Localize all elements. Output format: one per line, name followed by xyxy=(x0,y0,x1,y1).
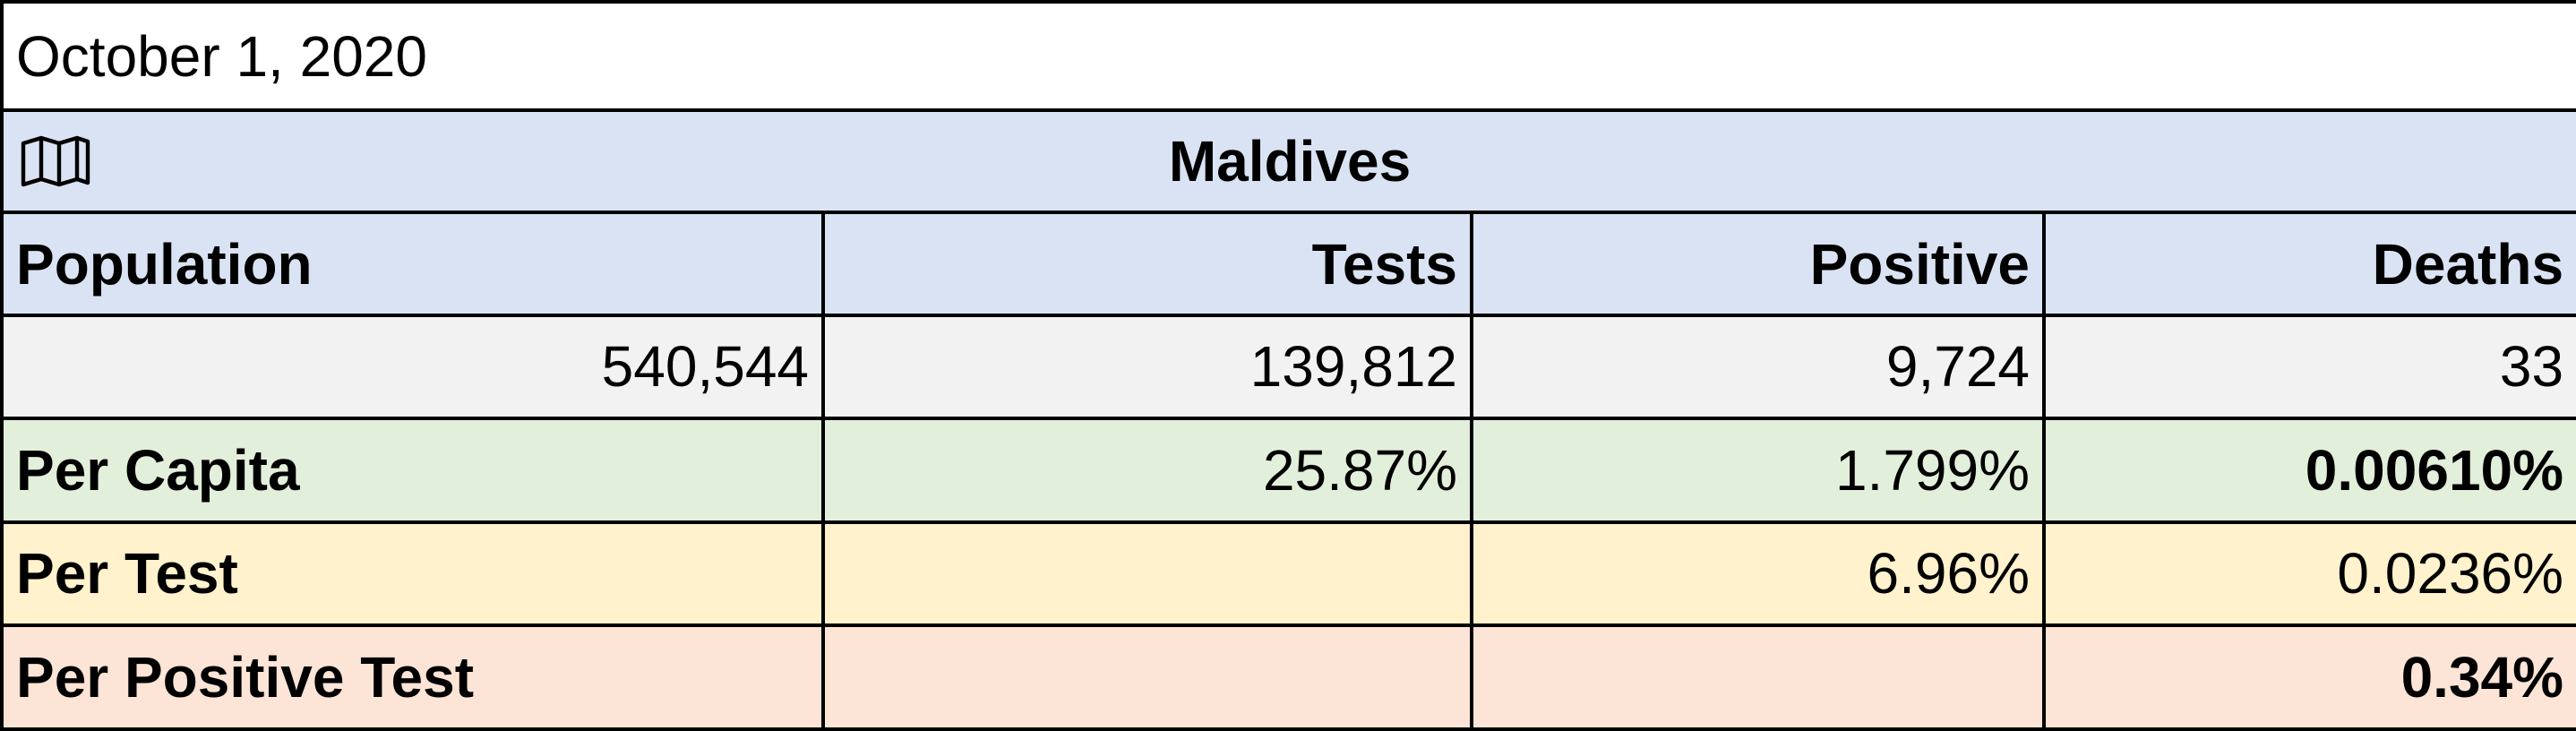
map-icon[interactable] xyxy=(20,134,91,188)
column-header: Tests xyxy=(821,211,1473,318)
rate-row: Per Capita 25.87% 1.799% 0.00610% xyxy=(0,416,2576,524)
column-header: Deaths xyxy=(2041,211,2576,318)
rate-row: Per Test 6.96% 0.0236% xyxy=(0,520,2576,627)
column-header-row: Population Tests Positive Deaths xyxy=(0,211,2576,318)
rate-label: Per Positive Test xyxy=(0,623,825,731)
rate: 0.34% xyxy=(2041,623,2576,731)
column-header: Positive xyxy=(1470,211,2046,318)
country-row: Maldives xyxy=(0,108,2576,215)
count: 9,724 xyxy=(1470,314,2046,420)
date-row: October 1, 2020 xyxy=(0,0,2576,113)
rate: 6.96% xyxy=(1470,520,2046,627)
rate: 0.0236% xyxy=(2041,520,2576,627)
count-row: 540,544 139,812 9,724 33 xyxy=(0,314,2576,420)
rate-label: Per Test xyxy=(0,520,825,627)
empty-cell xyxy=(1470,623,2046,731)
date: October 1, 2020 xyxy=(0,0,2576,113)
country: Maldives xyxy=(1168,129,1412,194)
empty-cell xyxy=(821,623,1473,731)
rate-row: Per Positive Test 0.34% xyxy=(0,623,2576,731)
count: 33 xyxy=(2041,314,2576,420)
rate-label: Per Capita xyxy=(0,416,825,524)
rate: 25.87% xyxy=(821,416,1473,524)
column-header: Population xyxy=(0,211,825,318)
empty-cell xyxy=(821,520,1473,627)
count: 540,544 xyxy=(0,314,825,420)
count: 139,812 xyxy=(821,314,1473,420)
country-cell: Maldives xyxy=(0,108,2576,215)
rate: 1.799% xyxy=(1470,416,2046,524)
rate: 0.00610% xyxy=(2041,416,2576,524)
